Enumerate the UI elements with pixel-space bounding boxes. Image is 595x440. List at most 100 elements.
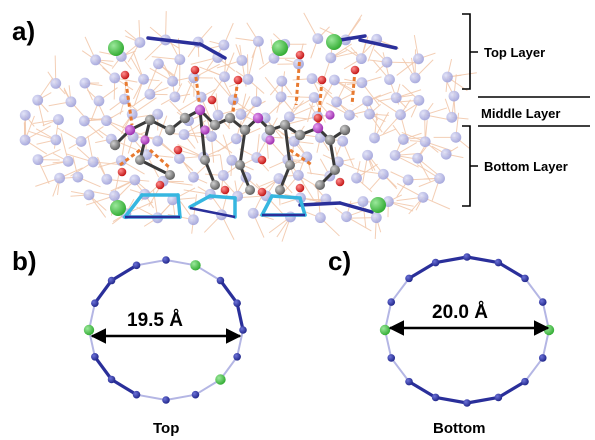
carbon-atom (224, 112, 236, 124)
nitrogen-atom (325, 110, 335, 120)
ring-node (91, 352, 99, 361)
top-ring-diagram (83, 256, 247, 404)
ring-bond (390, 277, 410, 303)
ring-chloride-node (215, 374, 226, 385)
lattice-node (173, 153, 185, 164)
lattice-node (413, 94, 425, 106)
hydrogen-bond (294, 54, 302, 106)
cyan-bond (270, 194, 302, 200)
lattice-node (308, 92, 320, 103)
lattice-node (212, 109, 224, 121)
lattice-node (412, 152, 424, 164)
lattice-node (87, 156, 99, 168)
lattice-node (419, 109, 431, 121)
ring-bond (435, 255, 468, 265)
lattice-node (351, 172, 362, 184)
lattice-node (419, 136, 431, 148)
carbon-atom (144, 114, 156, 126)
lattice-node (78, 115, 90, 127)
ring-bond (110, 263, 138, 282)
bottom-ring-diagram (379, 253, 555, 407)
cyan-bond (176, 193, 182, 219)
carbon-atom (275, 185, 285, 195)
lattice-node (362, 95, 373, 107)
ring-node (405, 377, 413, 386)
lattice-node (72, 171, 84, 183)
bottom-caption: Bottom (433, 420, 486, 437)
ring-node (191, 390, 200, 399)
lattice-node (101, 115, 112, 127)
ring-bond (466, 395, 499, 405)
lattice-node (389, 149, 401, 161)
lattice-node (268, 52, 280, 64)
lattice-node (247, 207, 259, 219)
oxygen-atom (117, 167, 127, 177)
lattice-node (129, 174, 141, 186)
lattice-node (153, 58, 164, 70)
ring-bond (524, 277, 544, 303)
lattice-node (53, 114, 64, 125)
lattice-node (332, 156, 344, 168)
lattice-node (50, 134, 62, 146)
lattice-node (217, 170, 229, 181)
lattice-node (292, 169, 304, 181)
chloride-atoms (108, 34, 386, 216)
oxygen-atom (350, 65, 360, 75)
ring-node (132, 390, 141, 399)
lattice-node (301, 151, 313, 163)
top-caption: Top (153, 420, 179, 437)
lattice-node (442, 71, 453, 83)
middle-layer-label: Middle Layer (481, 106, 560, 121)
oxygen-atom (335, 177, 345, 187)
lattice-node (252, 35, 264, 47)
lattice-node (19, 109, 31, 121)
lattice-node (369, 132, 380, 144)
ring-bond (408, 261, 437, 280)
lattice-node (417, 191, 429, 203)
carbon-atom (324, 134, 336, 146)
oxygen-atom (220, 185, 230, 195)
lattice-node (397, 134, 409, 145)
lattice-node (115, 155, 127, 167)
ring-node (494, 258, 503, 267)
lattice-node (167, 194, 179, 206)
chloride-atom (272, 40, 288, 56)
lattice-node (273, 173, 285, 184)
ring-bond (435, 395, 468, 405)
lattice-node (50, 78, 62, 89)
lattice-node (206, 131, 217, 142)
cyan-bond (298, 196, 307, 217)
lattice-node (250, 96, 262, 108)
ring-chloride-node (379, 324, 391, 336)
lattice-node (384, 74, 395, 85)
lattice-node (356, 77, 368, 89)
ring-node (463, 253, 471, 261)
lattice-node (242, 73, 254, 85)
ring-bond (390, 357, 410, 383)
highlighted-bonds (123, 34, 398, 219)
cyan-bond (208, 194, 237, 200)
lattice-node (235, 109, 247, 120)
side-chain-bond (198, 109, 207, 161)
ring-node (538, 298, 547, 306)
lattice-node (188, 171, 199, 183)
lattice-node (226, 154, 238, 166)
bottom-layer-bracket (462, 125, 478, 207)
lattice-node (325, 52, 337, 64)
lattice-node (109, 190, 120, 202)
ring-chloride-node (543, 324, 555, 336)
lattice-node (178, 129, 190, 140)
lattice-node (355, 53, 367, 65)
lattice-node (450, 131, 462, 143)
ring-node (107, 276, 116, 285)
highlighted-bond (358, 38, 398, 50)
carbon-atom (165, 170, 175, 180)
lattice-node (109, 72, 121, 84)
carbon-atom (264, 124, 276, 136)
bottom-layer-label: Bottom Layer (484, 159, 568, 174)
lattice-node (275, 91, 287, 103)
ring-node (91, 299, 99, 308)
lattice-node (402, 174, 414, 186)
panel-a-label: a) (12, 16, 35, 46)
